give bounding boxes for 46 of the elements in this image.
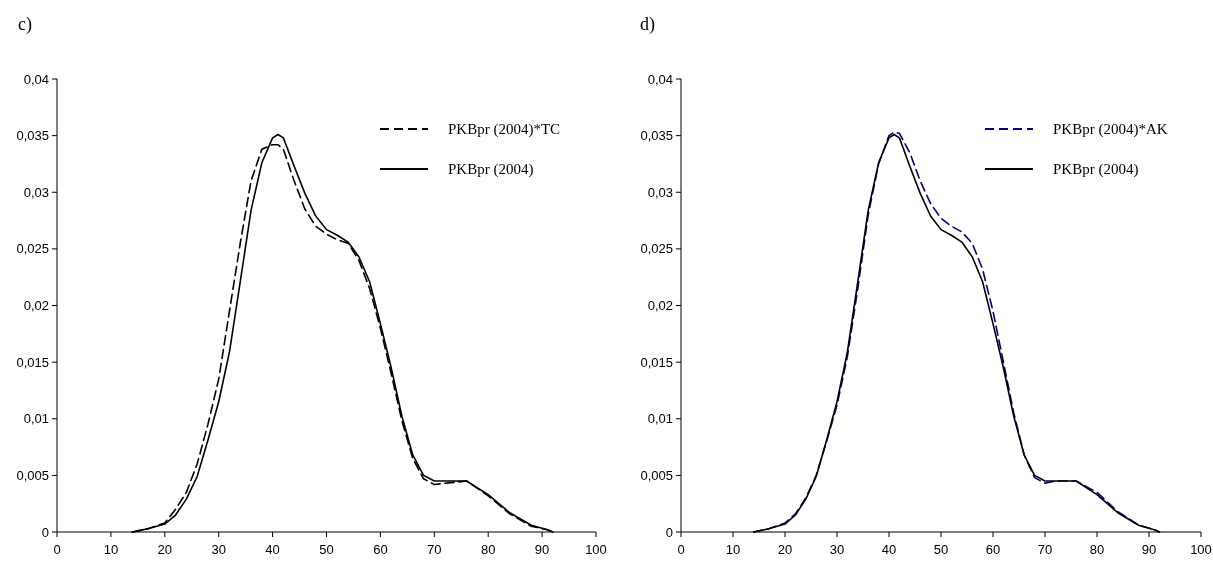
x-tick-label: 50 xyxy=(319,542,334,557)
y-tick-label: 0,015 xyxy=(16,354,49,370)
y-tick-label: 0,015 xyxy=(640,354,673,370)
y-tick-label: 0,01 xyxy=(647,411,673,427)
y-tick-label: 0,005 xyxy=(16,467,49,483)
y-tick-label: 0 xyxy=(41,524,49,540)
y-tick-label: 0,03 xyxy=(23,184,49,200)
chart-title: d) xyxy=(640,14,655,35)
x-tick-label: 0 xyxy=(53,542,61,557)
y-tick-label: 0,035 xyxy=(16,128,49,144)
y-tick-label: 0,025 xyxy=(640,241,673,257)
x-tick-label: 0 xyxy=(677,542,685,557)
y-tick-label: 0,02 xyxy=(23,298,49,314)
x-tick-label: 90 xyxy=(534,542,550,557)
x-tick-label: 60 xyxy=(985,542,1001,557)
y-tick-label: 0,01 xyxy=(23,411,49,427)
legend-label: PKBpr (2004) xyxy=(1053,161,1139,179)
x-tick-label: 70 xyxy=(427,542,442,557)
y-tick-label: 0,025 xyxy=(16,241,49,257)
x-tick-label: 70 xyxy=(1037,542,1053,557)
x-tick-label: 50 xyxy=(933,542,949,557)
x-tick-label: 40 xyxy=(881,542,897,557)
x-tick-label: 10 xyxy=(103,542,119,557)
y-tick-label: 0,04 xyxy=(647,71,673,87)
x-tick-label: 60 xyxy=(373,542,388,557)
x-tick-label: 80 xyxy=(1089,542,1105,557)
x-tick-label: 90 xyxy=(1141,542,1157,557)
chart-title: c) xyxy=(18,14,32,35)
x-tick-label: 30 xyxy=(211,542,226,557)
x-tick-label: 80 xyxy=(480,542,496,557)
y-tick-label: 0 xyxy=(665,524,673,540)
x-tick-label: 40 xyxy=(265,542,280,557)
y-tick-label: 0,02 xyxy=(647,298,673,314)
y-tick-label: 0,04 xyxy=(23,71,49,87)
x-tick-label: 100 xyxy=(585,542,607,557)
x-tick-label: 10 xyxy=(725,542,741,557)
y-tick-label: 0,005 xyxy=(640,467,673,483)
legend-label: PKBpr (2004)*AK xyxy=(1053,121,1168,139)
x-tick-label: 20 xyxy=(157,542,173,557)
x-tick-label: 20 xyxy=(777,542,793,557)
legend-label: PKBpr (2004) xyxy=(448,161,534,179)
y-tick-label: 0,035 xyxy=(640,128,673,144)
legend-label: PKBpr (2004)*TC xyxy=(448,121,561,139)
x-tick-label: 100 xyxy=(1190,542,1212,557)
x-tick-label: 30 xyxy=(829,542,845,557)
y-tick-label: 0,03 xyxy=(647,184,673,200)
